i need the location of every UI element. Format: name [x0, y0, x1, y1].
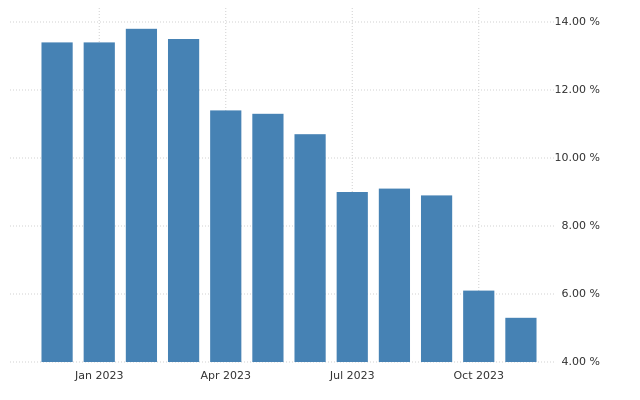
bar — [505, 317, 537, 362]
x-tick-label: Apr 2023 — [200, 369, 251, 382]
bar — [41, 42, 73, 363]
y-tick-label: 6.00 % — [562, 287, 600, 300]
bar — [167, 39, 200, 362]
bar — [210, 110, 242, 363]
x-tick-label: Oct 2023 — [453, 369, 504, 382]
x-tick-label: Jul 2023 — [329, 369, 375, 382]
bar — [252, 113, 284, 362]
bar — [463, 290, 495, 362]
bar — [125, 28, 158, 363]
bar — [336, 192, 368, 362]
x-tick-label: Jan 2023 — [74, 369, 123, 382]
bar — [83, 42, 115, 363]
bar — [294, 134, 326, 362]
y-tick-label: 4.00 % — [562, 355, 600, 368]
bar — [420, 195, 453, 362]
y-tick-label: 10.00 % — [555, 151, 600, 164]
bar — [378, 188, 411, 362]
y-tick-label: 8.00 % — [562, 219, 600, 232]
y-tick-label: 12.00 % — [555, 83, 600, 96]
y-tick-label: 14.00 % — [555, 15, 600, 28]
